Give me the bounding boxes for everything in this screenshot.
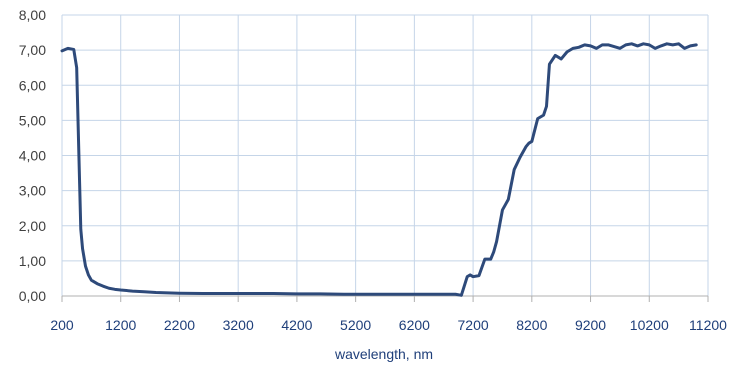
x-tick-label: 6200 [399, 317, 430, 333]
y-tick-label: 8,00 [19, 7, 46, 23]
x-tick-label: 10200 [630, 317, 669, 333]
x-tick-label: 5200 [340, 317, 371, 333]
y-tick-label: 3,00 [19, 183, 46, 199]
gridlines [61, 14, 709, 296]
series-layer [60, 42, 698, 297]
y-tick-label: 1,00 [19, 253, 46, 269]
x-axis-title: wavelength, nm [334, 346, 433, 362]
x-tick-label: 200 [50, 317, 74, 333]
y-tick-labels: 0,00 1,00 2,00 3,00 4,00 5,00 6,00 7,00 8,00 [19, 7, 46, 304]
x-tick-label: 3200 [223, 317, 254, 333]
axes [61, 295, 709, 302]
x-tick-label: 8200 [516, 317, 547, 333]
x-tick-label: 4200 [281, 317, 312, 333]
x-tick-labels: 200 1200 2200 3200 4200 5200 6200 7200 8200 9200 1… [50, 317, 727, 333]
y-tick-label: 2,00 [19, 218, 46, 234]
y-tick-label: 4,00 [19, 148, 46, 164]
series-line [60, 42, 698, 297]
x-tick-label: 9200 [575, 317, 606, 333]
y-tick-label: 6,00 [19, 77, 46, 93]
y-tick-label: 5,00 [19, 112, 46, 128]
x-tick-label: 7200 [458, 317, 489, 333]
x-tick-label: 1200 [105, 317, 136, 333]
y-tick-label: 7,00 [19, 42, 46, 58]
x-tick-label: 11200 [689, 317, 727, 333]
y-tick-label: 0,00 [19, 288, 46, 304]
x-tick-label: 2200 [164, 317, 195, 333]
